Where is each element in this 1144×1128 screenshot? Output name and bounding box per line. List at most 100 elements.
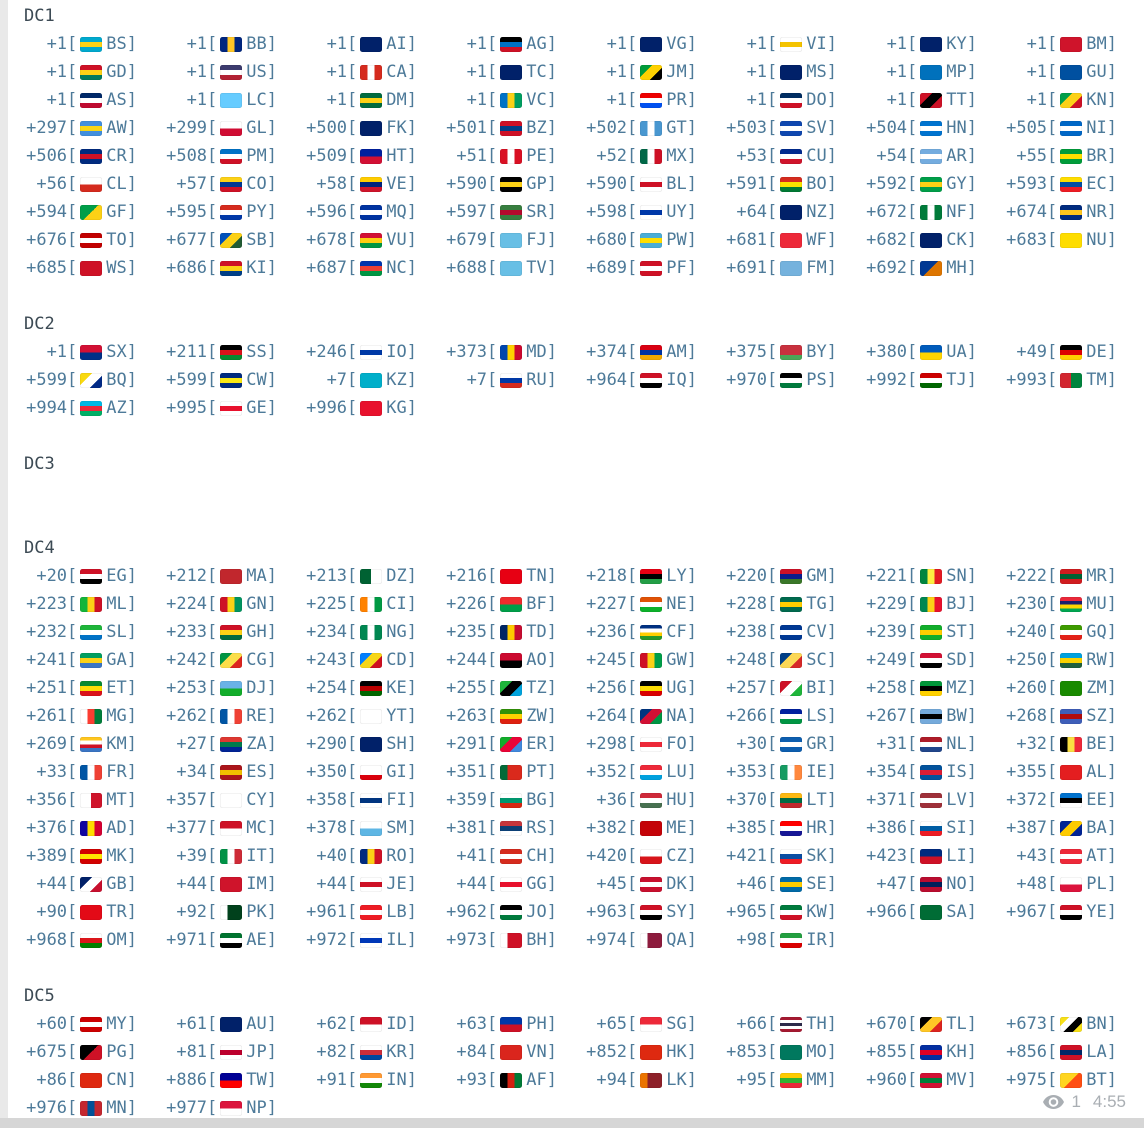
dial-code-prefix: +381[ (446, 818, 498, 838)
dial-code-prefix: +387[ (1006, 818, 1058, 838)
dial-code-entry-cw: +599[CW] (137, 366, 277, 394)
message-time: 4:55 (1092, 1092, 1126, 1111)
dial-code-prefix: +686[ (166, 258, 218, 278)
dial-code-prefix: +500[ (306, 118, 358, 138)
flag-icon-re (220, 708, 243, 724)
dial-code-prefix: +372[ (1006, 790, 1058, 810)
dial-code-prefix: +598[ (586, 202, 638, 222)
flag-icon-ss (220, 344, 243, 360)
flag-icon-gd (80, 64, 103, 80)
dial-code-prefix: +233[ (166, 622, 218, 642)
country-code: CL] (106, 174, 137, 194)
flag-icon-mg (80, 708, 103, 724)
country-code: FR] (106, 762, 137, 782)
dial-code-prefix: +241[ (26, 650, 78, 670)
dial-code-entry-yt: +262[YT] (277, 702, 417, 730)
flag-icon-st (920, 624, 943, 640)
flag-icon-bs (80, 36, 103, 52)
country-code: LS] (806, 706, 837, 726)
flag-icon-kr (360, 1044, 383, 1060)
flag-icon-ai (360, 36, 383, 52)
flag-icon-tw (220, 1072, 243, 1088)
dial-code-entry-tc: +1[TC] (417, 58, 557, 86)
dial-code-prefix: +223[ (26, 594, 78, 614)
dial-code-prefix: +1[ (606, 34, 638, 54)
flag-icon-vu (360, 232, 383, 248)
flag-icon-dm (360, 92, 383, 108)
dial-code-prefix: +1[ (46, 342, 78, 362)
dial-code-prefix: +358[ (306, 790, 358, 810)
flag-icon-pm (220, 148, 243, 164)
country-code: AU] (246, 1014, 277, 1034)
country-code: LT] (806, 790, 837, 810)
dial-code-entry-km: +269[KM] (24, 730, 137, 758)
dial-code-entry-fr: +33[FR] (24, 758, 137, 786)
flag-icon-nz (780, 204, 803, 220)
flag-icon-mt (80, 792, 103, 808)
flag-icon-no (920, 876, 943, 892)
flag-icon-ke (360, 680, 383, 696)
flag-icon-gp (500, 176, 523, 192)
dial-code-prefix: +238[ (726, 622, 778, 642)
dial-code-prefix: +229[ (866, 594, 918, 614)
country-code: GR] (806, 734, 837, 754)
dial-code-prefix: +57[ (176, 174, 218, 194)
dial-code-prefix: +63[ (456, 1014, 498, 1034)
country-code: SC] (806, 650, 837, 670)
country-code: TN] (526, 566, 557, 586)
country-code: BH] (526, 930, 557, 950)
flag-icon-jp (220, 1044, 243, 1060)
country-code: US] (246, 62, 277, 82)
country-code: KY] (946, 34, 977, 54)
flag-icon-gf (80, 204, 103, 220)
dial-code-entry-mo: +853[MO] (697, 1038, 837, 1066)
dial-code-prefix: +211[ (166, 342, 218, 362)
dial-code-prefix: +993[ (1006, 370, 1058, 390)
section-heading-dc1: DC1 (24, 6, 55, 26)
dial-code-entry-us: +1[US] (137, 58, 277, 86)
dial-code-entry-ro: +40[RO] (277, 842, 417, 870)
dial-code-entry-gm: +220[GM] (697, 562, 837, 590)
dial-code-entry-hr: +385[HR] (697, 814, 837, 842)
flag-icon-gr (780, 736, 803, 752)
dial-code-prefix: +40[ (316, 846, 358, 866)
flag-icon-hr (780, 820, 803, 836)
dial-code-prefix: +357[ (166, 790, 218, 810)
country-code: BR] (1086, 146, 1117, 166)
dial-code-entry-mr: +222[MR] (977, 562, 1117, 590)
dial-code-entry-bq: +599[BQ] (24, 366, 137, 394)
dial-code-prefix: +220[ (726, 566, 778, 586)
flag-icon-lk (640, 1072, 663, 1088)
dial-code-prefix: +683[ (1006, 230, 1058, 250)
dial-code-prefix: +47[ (876, 874, 918, 894)
flag-icon-km (80, 736, 103, 752)
dial-code-prefix: +373[ (446, 342, 498, 362)
flag-icon-bg (500, 792, 523, 808)
flag-icon-sm (360, 820, 383, 836)
dial-code-prefix: +963[ (586, 902, 638, 922)
flag-icon-ye (1060, 904, 1083, 920)
dial-code-prefix: +94[ (596, 1070, 638, 1090)
dial-code-entry-kn: +1[KN] (977, 86, 1117, 114)
dial-code-prefix: +258[ (866, 678, 918, 698)
country-code: GQ] (1086, 622, 1117, 642)
dial-code-prefix: +262[ (306, 706, 358, 726)
flag-icon-lt (780, 792, 803, 808)
dial-code-entry-ga: +241[GA] (24, 646, 137, 674)
country-code: IS] (946, 762, 977, 782)
country-code: BM] (1086, 34, 1117, 54)
country-code: GW] (666, 650, 697, 670)
section-heading-dc4: DC4 (24, 538, 55, 558)
flag-icon-yt (360, 708, 383, 724)
dial-code-prefix: +36[ (596, 790, 638, 810)
dial-code-entry-dk: +45[DK] (557, 870, 697, 898)
dial-code-entry-hu: +36[HU] (557, 786, 697, 814)
flag-icon-pw (640, 232, 663, 248)
flag-icon-eg (80, 568, 103, 584)
flag-icon-at (1060, 848, 1083, 864)
flag-icon-dk (640, 876, 663, 892)
flag-icon-jm (640, 64, 663, 80)
country-code: MH] (946, 258, 977, 278)
country-code: DE] (1086, 342, 1117, 362)
dial-code-prefix: +968[ (26, 930, 78, 950)
